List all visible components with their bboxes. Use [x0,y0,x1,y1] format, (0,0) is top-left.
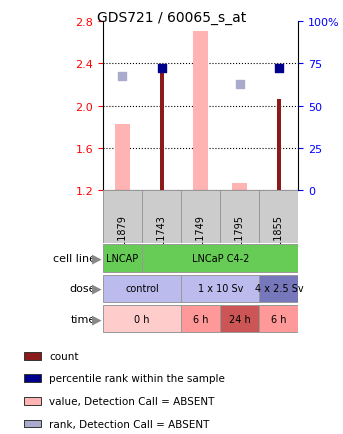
Point [276,66,282,73]
Text: 1 x 10 Sv: 1 x 10 Sv [198,284,243,293]
Text: percentile rank within the sample: percentile rank within the sample [49,374,225,383]
Text: count: count [49,351,79,361]
Bar [259,191,298,243]
Text: GSM11855: GSM11855 [274,214,284,267]
Text: ▶: ▶ [92,312,101,326]
Bar [103,275,181,302]
Text: cell line: cell line [53,253,96,263]
Text: 0 h: 0 h [134,314,150,324]
Text: GSM11795: GSM11795 [235,214,245,267]
Text: dose: dose [70,284,96,293]
Bar [142,244,298,272]
Bar [181,191,220,243]
Text: ▶: ▶ [92,252,101,265]
Text: ▶: ▶ [92,282,101,295]
Text: GSM11743: GSM11743 [156,214,167,267]
Text: GSM11879: GSM11879 [117,214,128,267]
Bar [103,306,181,332]
Text: GSM11749: GSM11749 [196,214,206,267]
Text: time: time [71,314,96,324]
Bar [181,275,259,302]
Text: control: control [125,284,159,293]
Text: GDS721 / 60065_s_at: GDS721 / 60065_s_at [97,11,246,25]
Point [159,66,164,73]
Text: LNCAP: LNCAP [106,253,139,263]
Bar [259,275,298,302]
Bar [220,191,259,243]
Bar [24,397,41,405]
Bar [159,72,164,191]
Text: value, Detection Call = ABSENT: value, Detection Call = ABSENT [49,396,214,406]
Text: 24 h: 24 h [229,314,251,324]
Bar [103,191,142,243]
Bar [259,306,298,332]
Text: 4 x 2.5 Sv: 4 x 2.5 Sv [255,284,303,293]
Bar [103,244,142,272]
Bar [24,420,41,427]
Bar [232,184,247,191]
Bar [24,352,41,360]
Bar [277,100,281,191]
Bar [181,306,220,332]
Bar [115,124,130,191]
Bar [193,32,208,191]
Point [120,73,125,80]
Bar [220,306,259,332]
Text: LNCaP C4-2: LNCaP C4-2 [191,253,249,263]
Point [237,82,243,89]
Bar [24,375,41,382]
Text: rank, Detection Call = ABSENT: rank, Detection Call = ABSENT [49,419,210,428]
Bar [142,191,181,243]
Text: 6 h: 6 h [271,314,287,324]
Text: 6 h: 6 h [193,314,209,324]
